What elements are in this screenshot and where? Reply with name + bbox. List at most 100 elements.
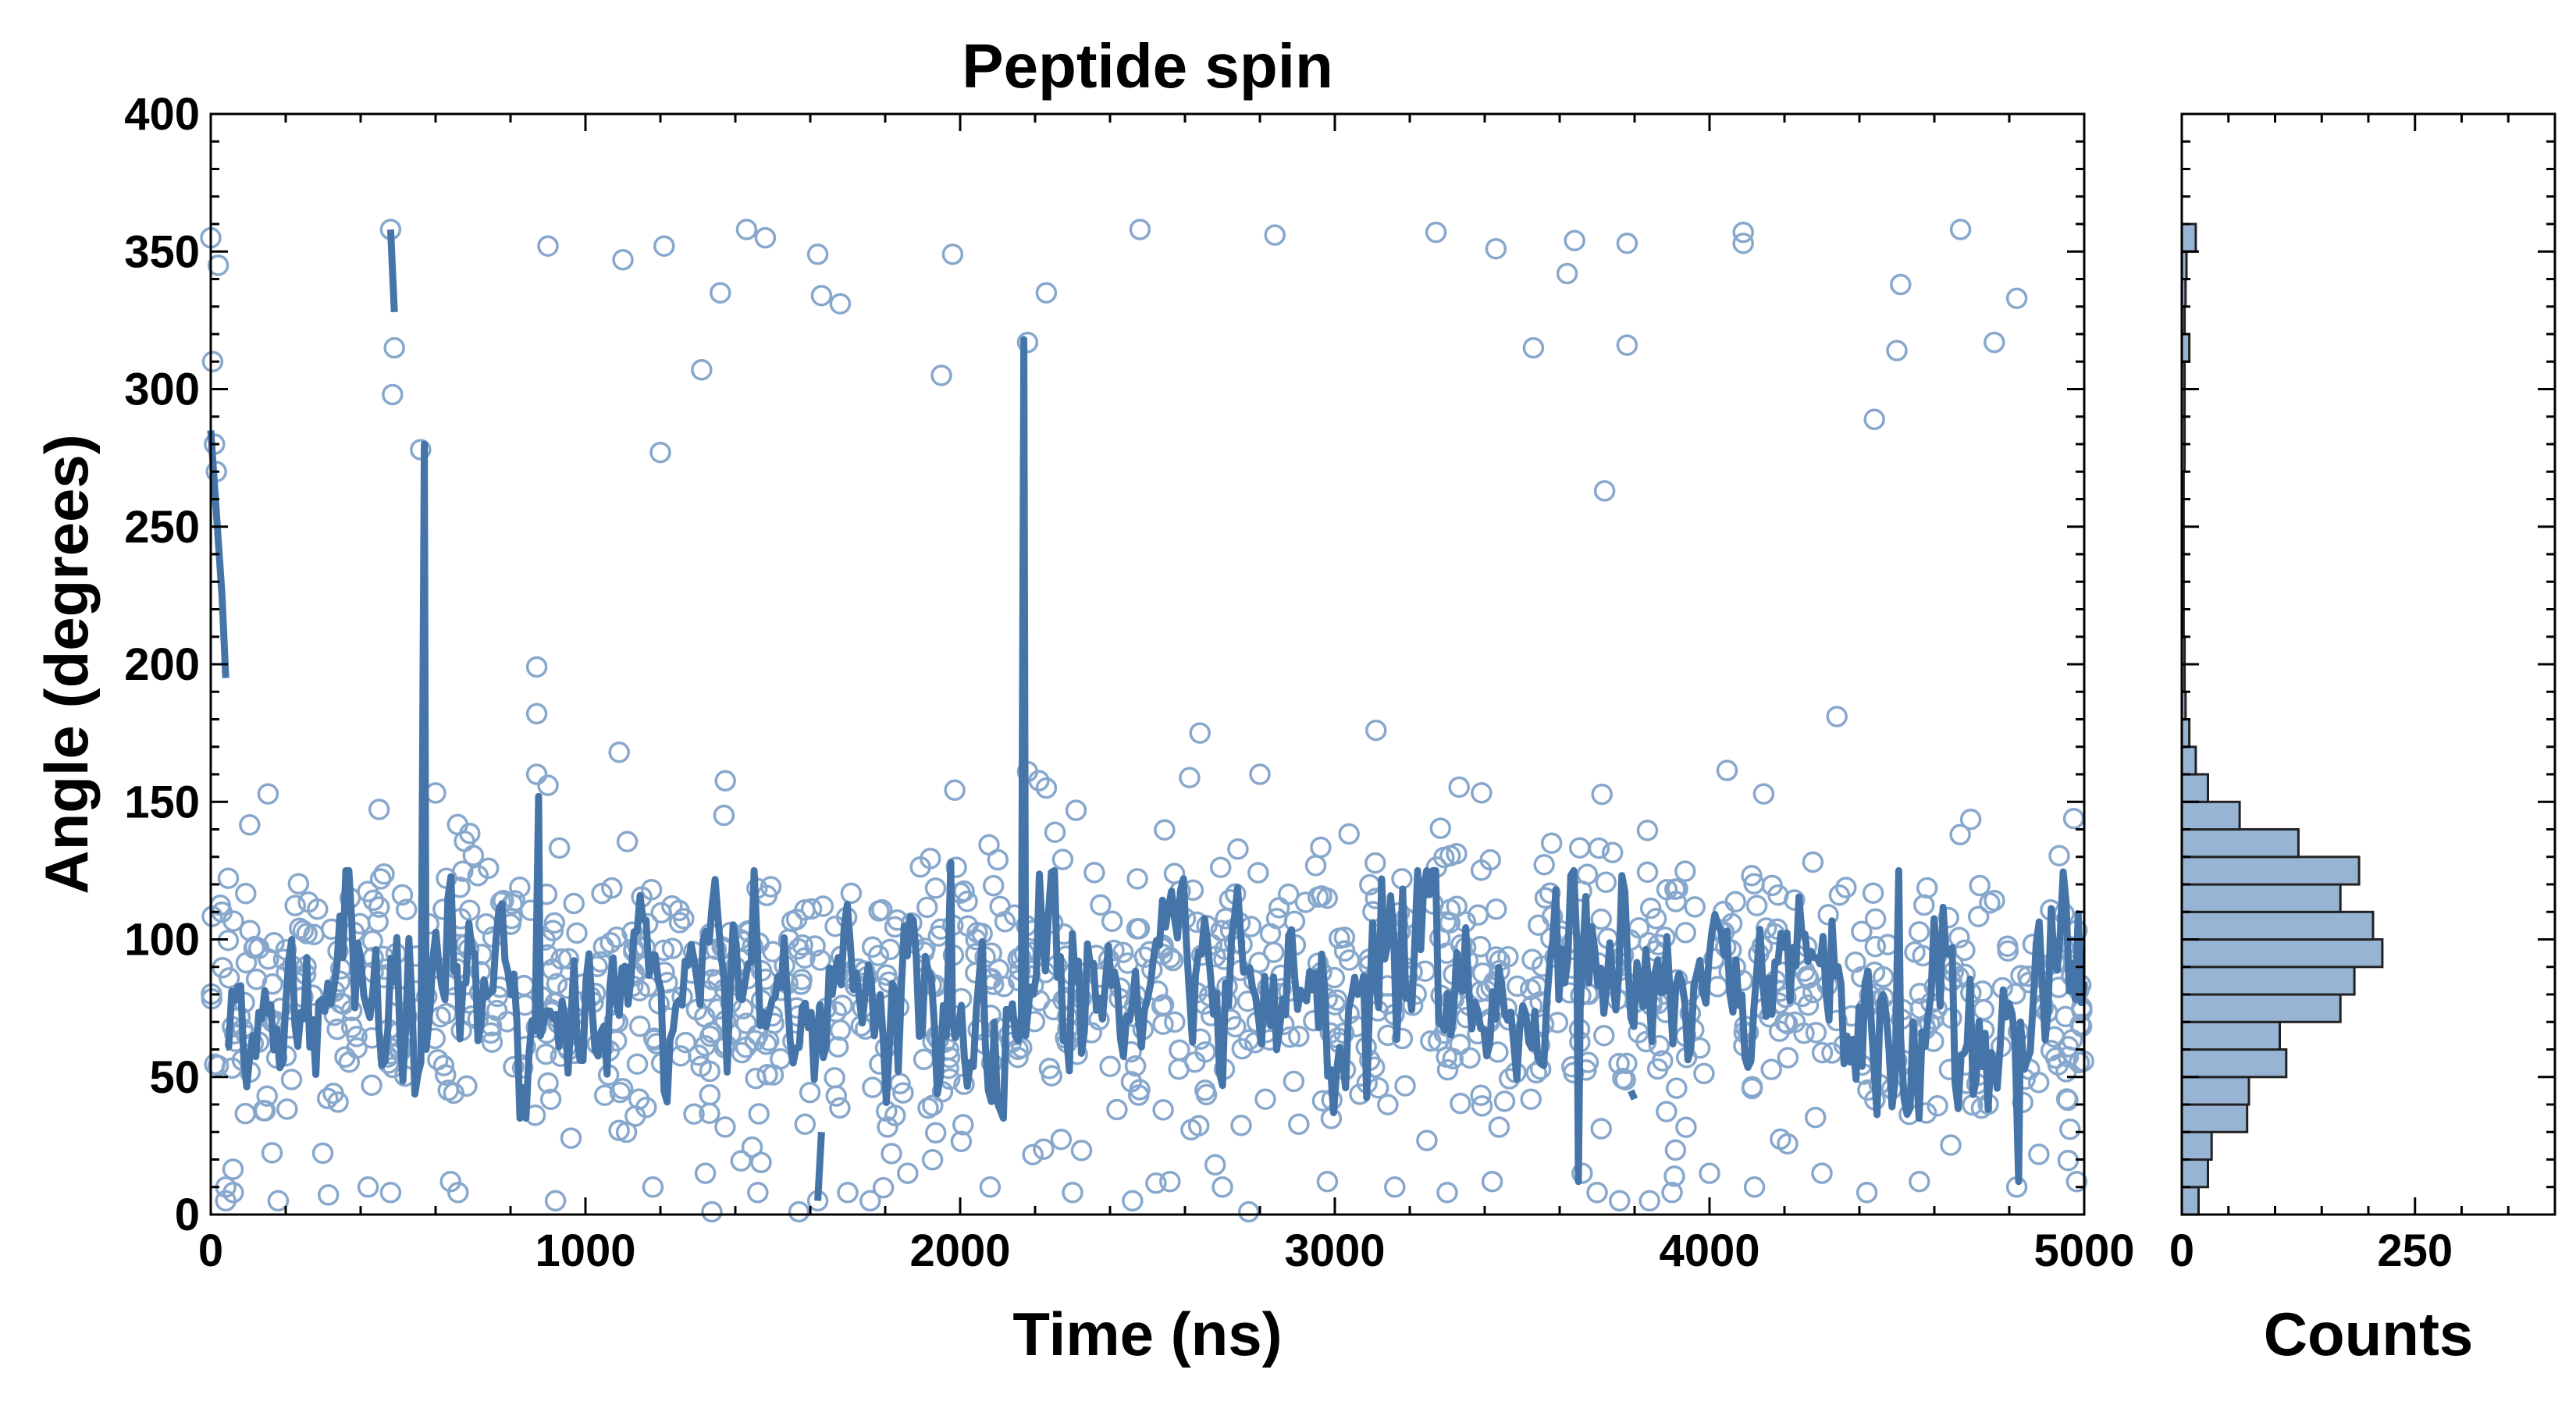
data-point-outlier	[691, 359, 713, 381]
main-plot-frame	[209, 112, 2086, 1216]
data-point	[1916, 877, 1938, 899]
data-point	[1126, 868, 1148, 890]
data-point-outlier	[1159, 1170, 1181, 1193]
data-point-outlier	[1425, 221, 1447, 244]
data-point	[1635, 1030, 1657, 1053]
data-point	[222, 1158, 244, 1180]
data-point-outlier	[1949, 219, 1972, 240]
data-point	[730, 1150, 753, 1172]
data-point	[762, 1064, 785, 1086]
data-point	[1720, 912, 1743, 935]
data-point	[1179, 767, 1201, 788]
data-point	[2057, 1149, 2080, 1172]
data-point	[1162, 949, 1184, 972]
data-point-outlier	[1564, 229, 1585, 251]
data-point	[884, 1104, 906, 1126]
data-point	[1811, 1041, 1834, 1064]
data-point	[1716, 759, 1738, 781]
data-point	[1948, 927, 1970, 948]
data-point	[1913, 894, 1935, 916]
data-point	[917, 1097, 939, 1119]
data-point	[593, 1084, 616, 1106]
data-point	[245, 968, 268, 991]
smoothed-line-segment	[814, 1132, 825, 1201]
histogram-bar	[2180, 828, 2300, 859]
data-point	[1752, 783, 1775, 805]
data-point	[548, 837, 571, 859]
y-axis-title: Angle (degrees)	[32, 434, 101, 894]
data-point	[1168, 1058, 1190, 1080]
data-point	[794, 899, 816, 921]
x-tick-label: 1000	[535, 1225, 635, 1276]
data-point	[701, 1022, 723, 1044]
data-point	[1436, 1058, 1459, 1081]
smoothed-line-segment	[386, 229, 398, 313]
data-point	[1145, 1172, 1167, 1194]
histogram-bar	[2180, 993, 2342, 1023]
data-point	[1845, 951, 1866, 973]
data-point	[511, 1057, 534, 1079]
data-point	[1967, 905, 1990, 927]
data-point	[877, 1116, 898, 1138]
data-point	[1674, 922, 1697, 944]
histogram-bar	[2180, 855, 2361, 886]
data-point	[292, 919, 315, 942]
data-point	[945, 856, 967, 878]
data-point	[1262, 941, 1285, 963]
data-point	[1997, 940, 2019, 962]
data-point	[2068, 1051, 2090, 1074]
data-point	[1304, 855, 1327, 877]
histogram-bar	[2180, 745, 2197, 776]
data-point	[1862, 882, 1884, 904]
data-point	[872, 1176, 895, 1199]
data-point	[1616, 1052, 1638, 1075]
data-point	[280, 1069, 303, 1090]
data-point	[741, 1136, 763, 1158]
data-point-outlier	[1886, 340, 1908, 361]
data-point	[788, 1200, 810, 1223]
data-point	[781, 910, 803, 933]
data-point-outlier	[2005, 287, 2028, 309]
data-point	[1377, 1094, 1399, 1115]
data-point	[611, 1078, 634, 1100]
data-point	[297, 891, 319, 913]
data-point	[1568, 837, 1591, 859]
data-point	[1493, 1090, 1516, 1112]
data-point	[2018, 971, 2041, 994]
histogram-axis-ticks	[2180, 112, 2556, 1216]
data-point	[790, 973, 812, 995]
data-point	[1805, 1022, 1827, 1044]
data-point	[452, 860, 474, 882]
data-point	[362, 889, 385, 912]
data-point	[1488, 1116, 1510, 1138]
data-point-outlier	[859, 1190, 881, 1212]
data-point-outlier	[1661, 1182, 1683, 1204]
data-point-outlier	[747, 1182, 769, 1204]
data-point	[1070, 1140, 1093, 1161]
data-point	[694, 1034, 717, 1057]
data-point	[1652, 1050, 1674, 1072]
data-point	[256, 1085, 278, 1107]
data-point	[2057, 1036, 2080, 1058]
data-point	[1248, 951, 1270, 973]
data-point	[1439, 912, 1461, 934]
data-point-outlier	[1481, 1170, 1503, 1193]
data-point	[1268, 897, 1290, 919]
data-point	[1471, 782, 1493, 804]
data-point	[1416, 1129, 1438, 1151]
data-point	[432, 1055, 455, 1076]
data-point	[735, 1012, 757, 1034]
data-point	[322, 1082, 344, 1104]
data-point	[2027, 1072, 2050, 1094]
data-point-outlier	[710, 282, 731, 304]
smoothed-line-segment	[1628, 1089, 1638, 1101]
data-point	[1065, 799, 1087, 821]
data-point	[615, 1121, 638, 1144]
histogram-tick-label: 0	[2169, 1225, 2194, 1276]
data-point-outlier	[1212, 1176, 1233, 1198]
data-point-outlier	[544, 1190, 567, 1212]
data-point	[713, 804, 735, 827]
data-point	[1528, 914, 1550, 936]
data-point	[1044, 821, 1066, 843]
data-point	[792, 934, 813, 956]
